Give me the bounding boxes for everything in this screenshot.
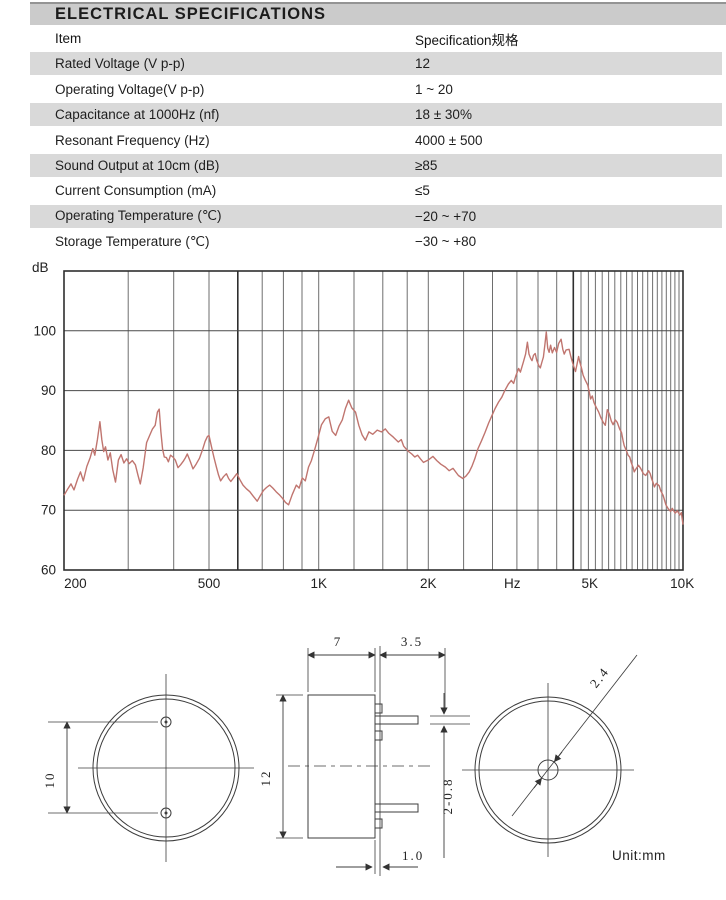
y-tick-label: 60 (41, 563, 56, 578)
row-label: Current Consumption (mA) (55, 183, 217, 199)
side-view-drawing: 7 3.5 12 2-0.8 1.0 (258, 634, 470, 876)
table-header-row: Item Specification规格 (30, 27, 722, 50)
bottom-view-drawing: 10 (42, 674, 254, 862)
row-value: −20 ~ +70 (415, 208, 477, 224)
y-tick-label: 80 (41, 443, 56, 458)
x-tick-label: 200 (64, 576, 87, 591)
row-value: 12 (415, 56, 431, 72)
table-row: Operating Voltage(V p-p) 1 ~ 20 (30, 78, 722, 101)
dim-label-pin-offset: 1.0 (402, 848, 424, 863)
leader-arrow-upper (554, 751, 563, 763)
dim-label-body-width: 7 (334, 634, 343, 649)
standoff (374, 703, 383, 714)
row-label: Storage Temperature (℃) (55, 233, 210, 249)
table-row: Storage Temperature (℃) −30 ~ +80 (30, 230, 722, 253)
row-value: −30 ~ +80 (415, 234, 477, 250)
table-row: Sound Output at 10cm (dB) ≥85 (30, 153, 722, 177)
x-tick-label: 10K (670, 576, 694, 591)
pin-hole-bottom-center (164, 811, 168, 815)
table-row: Rated Voltage (V p-p) 12 (30, 52, 722, 76)
row-value: 4000 ± 500 (415, 132, 483, 148)
table-row: Operating Temperature (℃) −20 ~ +70 (30, 204, 722, 228)
pin-top (374, 715, 419, 725)
row-value: 1 ~ 20 (415, 81, 453, 97)
body-outline (307, 694, 376, 839)
spec-table: Item Specification规格 Rated Voltage (V p-… (30, 27, 722, 256)
pin-hole-top (160, 716, 172, 728)
leader-line-hole (511, 654, 638, 817)
dimension-drawings: 10 7 3.5 12 2-0.8 1.0 (42, 634, 666, 876)
row-value: ≥85 (415, 157, 438, 173)
table-header-spec: Specification规格 (415, 32, 519, 48)
unit-label: Unit:mm (612, 848, 666, 863)
standoff (374, 730, 383, 741)
dim-label-pin-spacing: 10 (42, 772, 57, 789)
row-label: Operating Temperature (℃) (55, 208, 222, 224)
row-label: Capacitance at 1000Hz (nf) (55, 107, 220, 123)
y-tick-label: 100 (33, 323, 56, 338)
dim-label-pin-size: 2-0.8 (440, 777, 455, 814)
row-label: Resonant Frequency (Hz) (55, 132, 210, 148)
frequency-response-chart: dB 100 90 80 70 60 200 500 1K 2K Hz 5K 10K (32, 260, 694, 591)
pin-hole-top-center (164, 720, 168, 724)
x-tick-label: 5K (582, 576, 599, 591)
table-row: Resonant Frequency (Hz) 4000 ± 500 (30, 129, 722, 152)
x-tick-label: 2K (420, 576, 437, 591)
dim-label-pin-length: 3.5 (401, 634, 423, 649)
row-label: Rated Voltage (V p-p) (55, 56, 185, 72)
y-tick-label: 70 (41, 503, 56, 518)
dim-label-body-height: 12 (258, 770, 273, 787)
sound-hole (537, 759, 559, 781)
page-title: ELECTRICAL SPECIFICATIONS (30, 2, 726, 25)
row-label: Sound Output at 10cm (dB) (55, 157, 220, 173)
table-row: Capacitance at 1000Hz (nf) 18 ± 30% (30, 103, 722, 127)
x-tick-label: 500 (198, 576, 221, 591)
chart-frame (63, 270, 684, 571)
row-value: 18 ± 30% (415, 107, 472, 123)
pin-hole-bottom (160, 807, 172, 819)
row-label: Operating Voltage(V p-p) (55, 81, 205, 97)
x-tick-label: Hz (504, 576, 521, 591)
response-curve (63, 331, 684, 525)
table-header-item: Item (55, 31, 82, 46)
chart-y-axis-label: dB (32, 260, 49, 275)
y-tick-label: 90 (41, 383, 56, 398)
x-tick-label: 1K (310, 576, 327, 591)
row-value: ≤5 (415, 183, 430, 199)
pin-bottom (374, 803, 419, 813)
top-view-drawing: 2.4 (462, 654, 638, 857)
dim-label-hole-diameter: 2.4 (587, 664, 613, 691)
spec-table-rows: Rated Voltage (V p-p) 12 Operating Voltage… (30, 52, 722, 253)
leader-arrow-lower (533, 777, 542, 789)
table-row: Current Consumption (mA) ≤5 (30, 179, 722, 202)
standoff (374, 818, 383, 829)
